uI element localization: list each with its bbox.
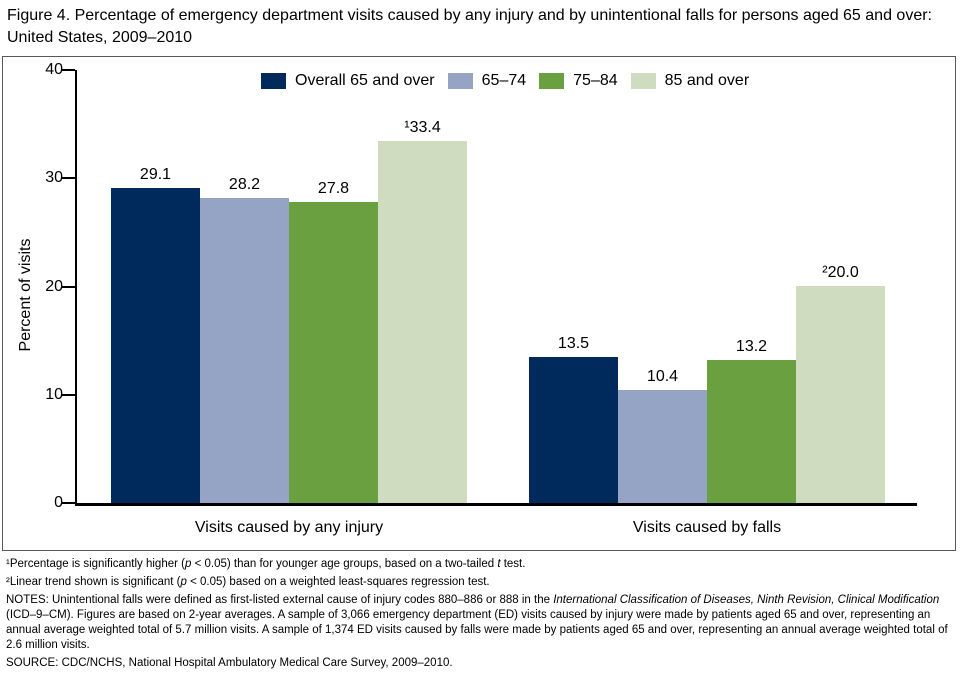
bar (111, 188, 200, 503)
bar (618, 390, 707, 503)
footnote: ²Linear trend shown is significant (p < … (6, 576, 490, 588)
x-category-label: Visits caused by any injury (194, 519, 384, 536)
legend-swatch (539, 73, 565, 89)
bar-value-label: ²20.0 (822, 264, 859, 281)
bar (289, 202, 378, 503)
bar-value-label: 10.4 (646, 368, 679, 385)
legend-item: 75–84 (539, 72, 618, 90)
bar-value-label: 27.8 (317, 180, 350, 197)
y-tick (62, 393, 75, 396)
legend-label: 75–84 (573, 72, 618, 89)
y-tick-label: 0 (54, 494, 63, 511)
legend: Overall 65 and over 65–74 75–84 85 and over (261, 72, 749, 90)
y-tick (62, 502, 75, 504)
bar (707, 360, 796, 503)
footnote: SOURCE: CDC/NCHS, National Hospital Ambu… (6, 657, 453, 669)
y-tick-label: 10 (45, 385, 63, 403)
y-tick (62, 69, 75, 71)
bar-value-label: 29.1 (139, 166, 172, 183)
legend-label: Overall 65 and over (295, 72, 435, 89)
y-axis-line (75, 70, 77, 506)
legend-label: 85 and over (664, 72, 750, 89)
legend-swatch (261, 73, 286, 89)
footnotes: ¹Percentage is significantly higher (p <… (6, 557, 954, 674)
plot-area: 0 10 20 30 40 29.1 13.5 28.2 10.4 27.8 13.2 ¹33.4 ²2… (3, 57, 955, 550)
legend-swatch (630, 73, 656, 89)
chart-frame: Overall 65 and over 65–74 75–84 85 and over… (2, 56, 956, 551)
legend-swatch (447, 73, 473, 89)
y-tick-label: 30 (45, 169, 63, 187)
footnote: ¹Percentage is significantly higher (p <… (6, 558, 526, 570)
footnote: NOTES: Unintentional falls were defined … (6, 594, 948, 651)
legend-item: 85 and over (630, 72, 750, 90)
y-tick-label: 40 (45, 61, 63, 78)
legend-item: Overall 65 and over (261, 72, 435, 90)
figure-title: Figure 4. Percentage of emergency depart… (7, 7, 932, 46)
bar-value-label: 13.2 (735, 338, 768, 355)
x-category-label: Visits caused by falls (632, 519, 782, 536)
y-tick-label: 20 (45, 277, 63, 295)
y-tick (62, 285, 75, 288)
legend-item: 65–74 (447, 72, 527, 90)
bar (796, 286, 885, 503)
bar (529, 357, 618, 503)
legend-label: 65–74 (481, 72, 527, 89)
x-axis-line (75, 503, 917, 506)
bar (378, 141, 467, 503)
y-tick (62, 177, 75, 180)
bar (200, 198, 289, 503)
bar-value-label: ¹33.4 (404, 119, 441, 136)
bar-value-label: 13.5 (557, 335, 590, 352)
bar-value-label: 28.2 (228, 176, 261, 193)
